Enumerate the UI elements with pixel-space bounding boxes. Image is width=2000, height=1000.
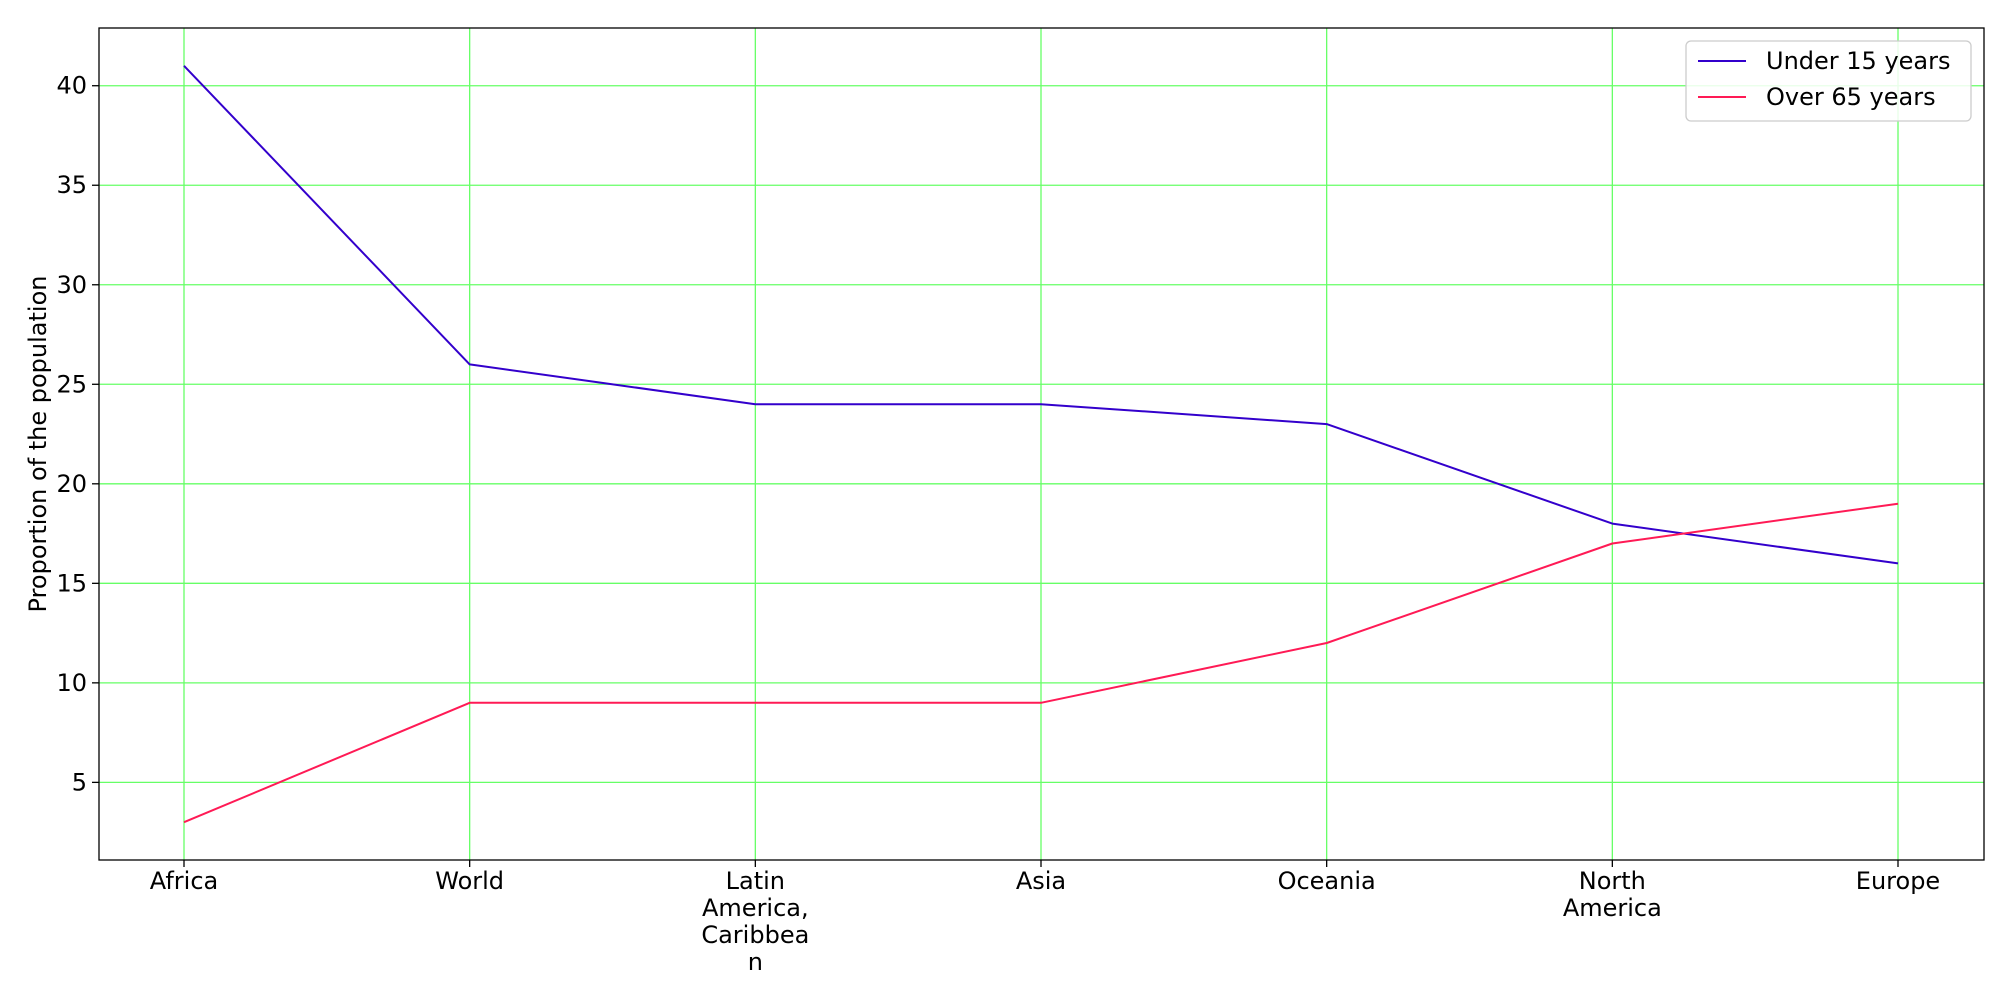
y-tick-label: 5 [72,768,87,796]
x-tick-label-line: Africa [150,867,218,895]
x-tick-label-line: America [1563,894,1662,922]
x-tick-label-line: Europe [1856,867,1940,895]
x-tick-label-line: n [748,948,763,976]
x-tick-label: Latin America, Caribbea n [701,867,809,976]
x-tick-label: Europe [1856,867,1940,895]
legend: Under 15 years Over 65 years [1685,40,1972,122]
x-tick-label: Asia [1016,867,1066,895]
x-tick-label: Africa [150,867,218,895]
y-axis-title: Proportion of the population [24,276,52,613]
x-tick-label-line: Asia [1016,867,1066,895]
x-tick-label-line: Latin [726,867,785,895]
x-tick-label-line: North [1579,867,1646,895]
x-tick-label-line: World [435,867,504,895]
y-tick-label: 20 [56,470,87,498]
series-line-under-15-years [183,65,1899,565]
legend-label: Over 65 years [1766,83,1936,111]
x-axis: Africa World Latin America, Caribbea n Asia Oce… [150,860,1940,976]
legend-label: Under 15 years [1766,47,1951,75]
x-tick-label-line: America, [702,894,809,922]
x-tick-label: Oceania [1278,867,1376,895]
x-tick-label: World [435,867,504,895]
legend-box [1685,40,1972,122]
x-tick-label: North America [1563,867,1662,922]
series-line-over-65-years [183,502,1899,824]
grid-layer [99,28,1984,860]
series-layer [183,65,1899,824]
y-tick-label: 35 [56,171,87,199]
y-tick-label: 15 [56,569,87,597]
y-tick-label: 30 [56,271,87,299]
x-tick-label-line: Oceania [1278,867,1376,895]
x-tick-label-line: Caribbea [701,921,809,949]
y-axis: 5 10 15 20 25 30 35 40 [56,72,99,796]
y-tick-label: 10 [56,669,87,697]
y-tick-label: 25 [56,370,87,398]
y-tick-label: 40 [56,72,87,100]
